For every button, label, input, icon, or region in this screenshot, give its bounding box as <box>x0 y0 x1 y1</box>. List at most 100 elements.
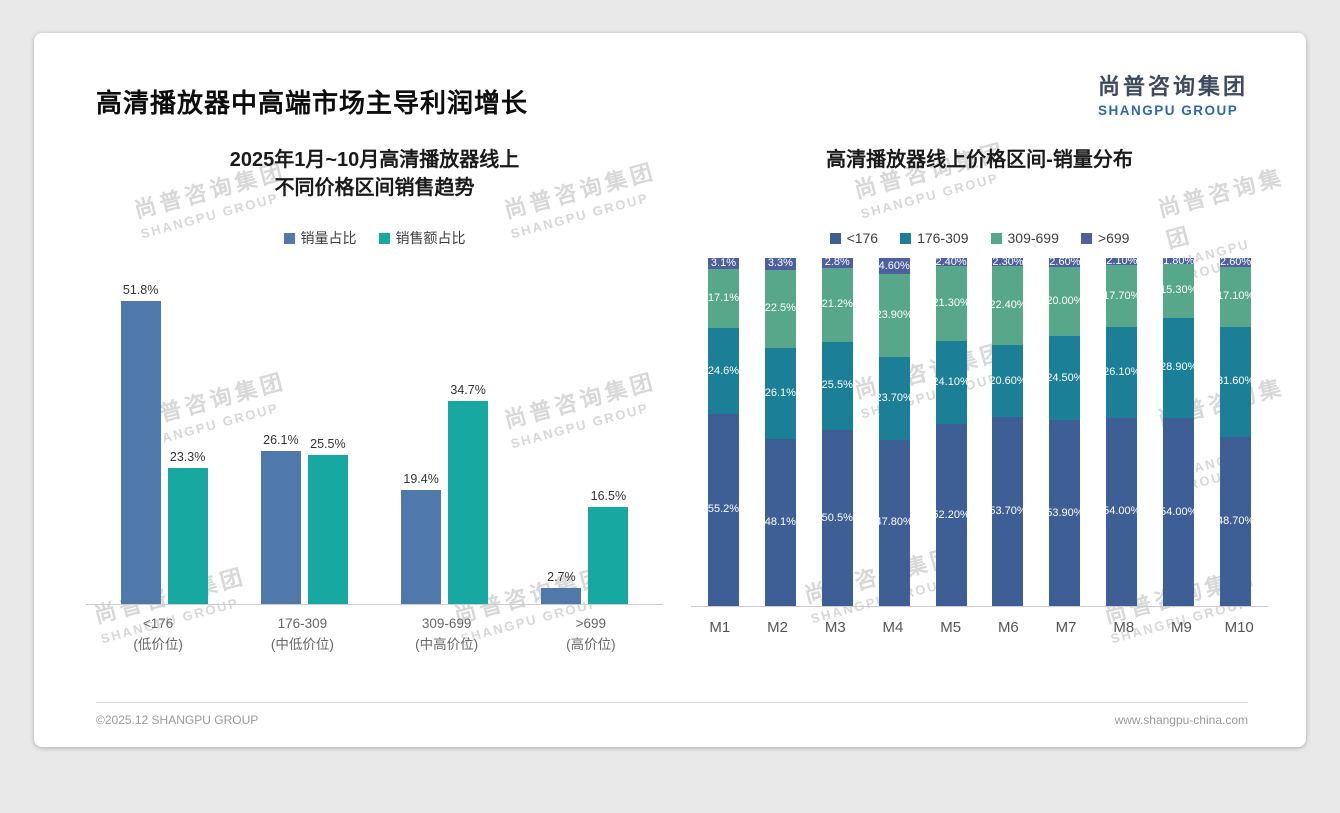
category-tier: (中高价位) <box>415 636 479 652</box>
legend-swatch <box>900 232 912 244</box>
segment-176-309: 24.50% <box>1046 335 1084 421</box>
segment-value-label: 2.40% <box>935 255 967 268</box>
company-logo: 尚普咨询集团 SHANGPU GROUP <box>1098 69 1248 118</box>
stack-bar-M6: 2.30% 22.40% 20.60% 53.70% <box>989 256 1027 606</box>
month-label: M1 <box>709 619 731 636</box>
category-label: 309-699 (中高价位) <box>375 614 519 656</box>
segment-value-label: 1.80% <box>1163 254 1195 267</box>
segment-value-label: 53.70% <box>989 505 1027 518</box>
segment-value-label: 2.60% <box>1049 256 1081 269</box>
bar-销售额占比 <box>307 454 348 604</box>
stack-bar-M1: 3.1% 17.1% 24.6% 55.2% <box>707 257 740 606</box>
bar-value-label: 16.5% <box>590 489 627 504</box>
segment-value-label: 21.30% <box>932 296 970 309</box>
segment-176-309: 26.10% <box>1103 327 1141 418</box>
segment-value-label: 28.90% <box>1160 361 1198 374</box>
stack-column: 3.1% 17.1% 24.6% 55.2% <box>695 257 752 606</box>
bar-value-label: 19.4% <box>403 472 439 487</box>
bar-value-label: 26.1% <box>263 433 299 448</box>
right-chart-title: 高清播放器线上价格区间-销量分布 <box>691 146 1268 220</box>
segment-value-label: 54.00% <box>1103 505 1141 518</box>
logo-en-text: SHANGPU GROUP <box>1097 103 1239 118</box>
segment-309-699: 15.30% <box>1160 264 1198 318</box>
segment-value-label: 15.30% <box>1160 284 1198 297</box>
right-chart-plot: 3.1% 17.1% 24.6% 55.2% 3.3% 22.5% 26.1% 48.1% 2.… <box>691 254 1268 606</box>
legend-swatch <box>829 232 841 244</box>
legend-item: <176 <box>829 230 878 246</box>
segment-value-label: 26.1% <box>764 386 796 399</box>
segment-309-699: 22.40% <box>989 266 1027 345</box>
bar-group: 51.8% 23.3% <box>94 282 234 604</box>
stack-column: 2.40% 21.30% 24.10% 52.20% <box>923 255 980 606</box>
stack-bar-M2: 3.3% 22.5% 26.1% 48.1% <box>765 258 796 606</box>
bar-销售额占比 <box>167 467 208 604</box>
segment-<176: 53.90% <box>1046 420 1084 606</box>
logo-cn-text: 尚普咨询集团 <box>1097 74 1248 99</box>
category-tier: (高价位) <box>566 636 616 652</box>
category-label: 176-309 (中低价位) <box>230 614 374 656</box>
charts-area: 2025年1月~10月高清播放器线上 不同价格区间销售趋势 销量占比 销售额占比 … <box>34 120 1306 656</box>
segment-309-699: 17.10% <box>1217 267 1254 327</box>
bar-销量占比 <box>541 588 582 604</box>
segment-value-label: 52.20% <box>932 508 970 521</box>
legend-item: 销量占比 <box>283 228 357 248</box>
segment->699: 1.80% <box>1163 254 1195 267</box>
left-chart-title: 2025年1月~10月高清播放器线上 不同价格区间销售趋势 <box>86 146 663 220</box>
bar-column: 16.5% <box>588 282 629 604</box>
legend-label: 销量占比 <box>300 230 357 246</box>
segment->699: 4.60% <box>878 258 910 275</box>
segment-<176: 48.1% <box>765 438 796 606</box>
bar-column: 23.3% <box>167 282 208 604</box>
bar-销售额占比 <box>448 400 489 604</box>
segment-value-label: 26.10% <box>1103 365 1141 378</box>
segment->699: 2.8% <box>821 257 853 268</box>
category-tier: (低价位) <box>133 636 183 652</box>
footer-copyright: ©2025.12 SHANGPU GROUP <box>96 713 259 727</box>
segment->699: 2.30% <box>992 256 1023 267</box>
legend-item: 销售额占比 <box>378 228 466 248</box>
bar-value-label: 34.7% <box>450 382 486 397</box>
segment-176-309: 24.10% <box>932 340 970 425</box>
segment-value-label: 2.10% <box>1106 255 1138 268</box>
segment-309-699: 17.1% <box>708 268 739 329</box>
legend-label: >699 <box>1097 230 1130 246</box>
segment-value-label: 4.60% <box>878 259 910 272</box>
segment-<176: 54.00% <box>1103 417 1141 606</box>
segment-value-label: 24.10% <box>932 375 970 388</box>
legend-swatch <box>283 232 295 244</box>
segment->699: 3.3% <box>764 258 796 270</box>
bar-value-label: 23.3% <box>169 449 206 464</box>
segment-309-699: 21.30% <box>932 266 970 341</box>
segment-value-label: 50.5% <box>821 511 853 524</box>
bar-group: 2.7% 16.5% <box>515 282 655 604</box>
right-chart-plot-area: 3.1% 17.1% 24.6% 55.2% 3.3% 22.5% 26.1% 48.1% 2.… <box>691 254 1268 639</box>
bar-column: 26.1% <box>260 282 301 604</box>
bar-销量占比 <box>120 300 161 604</box>
legend-item: >699 <box>1080 230 1130 246</box>
left-chart-title-line2: 不同价格区间销售趋势 <box>274 177 475 199</box>
segment-309-699: 20.00% <box>1046 266 1084 336</box>
left-chart-categories: <176 (低价位) 176-309 (中低价位) 309-699 (中高价位) >699 (… <box>86 614 663 656</box>
footer-website: www.shangpu-china.com <box>1114 713 1248 727</box>
bar-销量占比 <box>401 490 442 604</box>
stack-bar-M3: 2.8% 21.2% 25.5% 50.5% <box>821 257 853 606</box>
legend-swatch <box>990 232 1002 244</box>
segment-<176: 55.2% <box>707 413 740 606</box>
month-label: M6 <box>997 619 1019 636</box>
stack-bar-M7: 2.60% 20.00% 24.50% 53.90% <box>1046 256 1084 606</box>
stack-column: 2.8% 21.2% 25.5% 50.5% <box>809 257 866 606</box>
bar-value-label: 25.5% <box>310 436 346 451</box>
month-label: M4 <box>882 619 904 636</box>
bar-column: 25.5% <box>307 282 348 604</box>
segment->699: 3.1% <box>707 257 739 269</box>
category-label: >699 (高价位) <box>519 614 663 656</box>
bar-column: 2.7% <box>541 282 582 604</box>
category-label: <176 (低价位) <box>86 614 230 656</box>
segment-value-label: 24.50% <box>1046 371 1084 384</box>
stack-bar-M5: 2.40% 21.30% 24.10% 52.20% <box>932 255 970 606</box>
category-range: 176-309 <box>277 616 328 631</box>
segment-value-label: 21.2% <box>821 298 853 311</box>
segment-309-699: 17.70% <box>1103 265 1140 327</box>
legend-item: 309-699 <box>990 230 1059 246</box>
segment-value-label: 55.2% <box>707 503 740 516</box>
